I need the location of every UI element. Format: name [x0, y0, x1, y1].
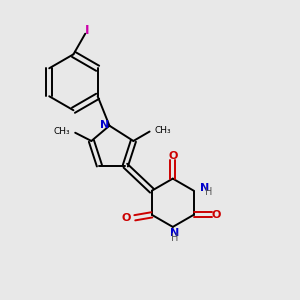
Text: O: O: [168, 151, 178, 161]
Text: CH₃: CH₃: [53, 127, 70, 136]
Text: O: O: [212, 210, 221, 220]
Text: N: N: [169, 228, 179, 239]
Text: H: H: [171, 233, 178, 243]
Text: CH₃: CH₃: [155, 126, 172, 135]
Text: O: O: [121, 213, 130, 223]
Text: I: I: [84, 24, 89, 37]
Text: H: H: [205, 188, 212, 197]
Text: N: N: [200, 183, 209, 193]
Text: N: N: [100, 120, 109, 130]
